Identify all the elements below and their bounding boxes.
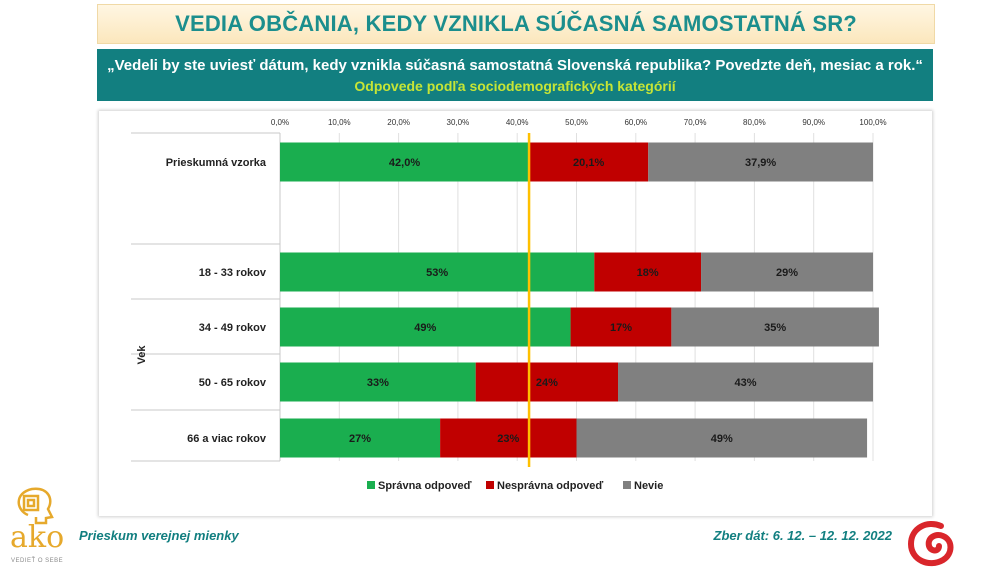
bar-segment: [594, 252, 702, 292]
bar-segment: [529, 142, 649, 182]
x-tick-label: 60,0%: [624, 118, 647, 127]
title-banner: VEDIA OBČANIA, KEDY VZNIKLA SÚČASNÁ SAMO…: [97, 4, 935, 44]
bar-segment: [576, 418, 868, 458]
category-label: 50 - 65 rokov: [199, 377, 267, 389]
legend-swatch: [486, 481, 494, 489]
x-tick-label: 40,0%: [506, 118, 529, 127]
bar-segment: [570, 307, 672, 347]
x-tick-label: 80,0%: [743, 118, 766, 127]
data-label: 37,9%: [745, 157, 776, 169]
data-label: 42,0%: [389, 157, 420, 169]
bar-segment: [280, 418, 441, 458]
x-tick-label: 30,0%: [447, 118, 470, 127]
legend-label: Nevie: [634, 480, 663, 492]
legend-swatch: [367, 481, 375, 489]
data-label: 49%: [711, 433, 733, 445]
x-tick-label: 0,0%: [271, 118, 289, 127]
bar-segment: [671, 307, 879, 347]
data-label: 18%: [637, 267, 659, 279]
category-label: 34 - 49 rokov: [199, 322, 267, 334]
ako-logo-icon: [17, 487, 54, 525]
category-label: Prieskumná vzorka: [166, 157, 267, 169]
bar-segment: [280, 142, 530, 182]
data-label: 17%: [610, 322, 632, 334]
data-label: 23%: [497, 433, 519, 445]
bar-segment: [280, 252, 595, 292]
page-title: VEDIA OBČANIA, KEDY VZNIKLA SÚČASNÁ SAMO…: [175, 11, 857, 36]
x-tick-label: 100,0%: [859, 118, 886, 127]
ako-logo-text: ako: [10, 520, 65, 555]
data-label: 35%: [764, 322, 786, 334]
bar-segment: [618, 362, 873, 402]
legend-swatch: [623, 481, 631, 489]
bar-segment: [648, 142, 873, 182]
spiral-logo-icon: [907, 521, 954, 567]
footer-date-range: Zber dát: 6. 12. – 12. 12. 2022: [713, 528, 893, 543]
data-label: 24%: [536, 377, 558, 389]
question-banner: „Vedeli by ste uviesť dátum, kedy vznikl…: [97, 49, 933, 101]
data-label: 43%: [734, 377, 756, 389]
x-tick-label: 20,0%: [387, 118, 410, 127]
question-text: „Vedeli by ste uviesť dátum, kedy vznikl…: [107, 56, 923, 74]
footer-survey-label: Prieskum verejnej mienky: [79, 528, 239, 543]
bar-segment: [701, 252, 873, 292]
subtitle-text: Odpovede podľa sociodemografických kateg…: [354, 77, 676, 94]
data-label: 49%: [414, 322, 436, 334]
data-label: 53%: [426, 267, 448, 279]
ako-logo-tagline: VEDIEŤ O SEBE: [11, 558, 64, 564]
x-tick-label: 50,0%: [565, 118, 588, 127]
legend-label: Nesprávna odpoveď: [497, 480, 603, 492]
data-label: 29%: [776, 267, 798, 279]
category-label: 18 - 33 rokov: [199, 267, 267, 279]
data-label: 33%: [367, 377, 389, 389]
bar-segment: [280, 307, 571, 347]
bar-segment: [475, 362, 619, 402]
stacked-bar-chart: 0,0% 10,0% 20,0% 30,0% 40,0% 50,0% 60,0% 70,0% 8…: [131, 118, 887, 492]
bar-segment: [440, 418, 577, 458]
category-label: 66 a viac rokov: [187, 433, 267, 445]
x-tick-label: 90,0%: [802, 118, 825, 127]
x-tick-label: 70,0%: [684, 118, 707, 127]
legend-label: Správna odpoveď: [378, 480, 472, 492]
data-label: 27%: [349, 433, 371, 445]
group-label-age: Vek: [136, 345, 148, 365]
bar-segment: [280, 362, 476, 402]
chart-panel: 0,0% 10,0% 20,0% 30,0% 40,0% 50,0% 60,0% 70,0% 8…: [99, 111, 932, 516]
x-tick-label: 10,0%: [328, 118, 351, 127]
data-label: 20,1%: [573, 157, 604, 169]
